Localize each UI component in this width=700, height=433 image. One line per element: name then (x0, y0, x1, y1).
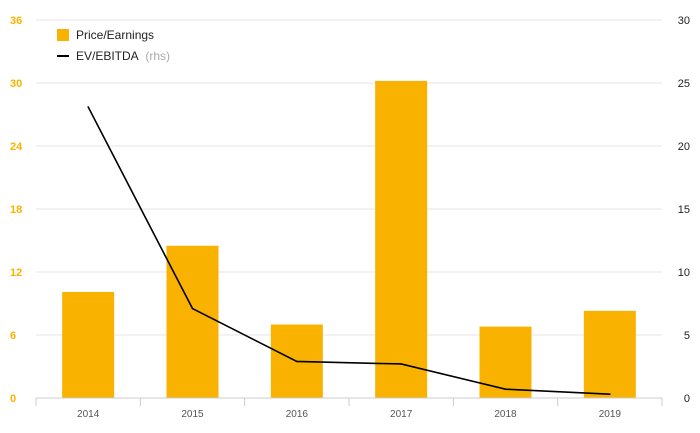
y-right-tick-label: 30 (678, 15, 690, 27)
bar-2018 (479, 326, 532, 398)
x-tick-label: 2018 (494, 409, 517, 420)
bar-2017 (375, 80, 428, 399)
bar-2014 (62, 291, 115, 398)
point-2019 (609, 393, 611, 396)
axes: 0 6 12 18 24 30 36 0 5 10 15 20 25 30 2014 2015 2016 2017… (10, 15, 690, 420)
point-2016 (296, 360, 298, 363)
bar-series-price-earnings (62, 80, 636, 399)
x-tick-label: 2019 (599, 409, 622, 420)
y-right-tick-label: 20 (678, 141, 690, 153)
y-left-tick-label: 18 (10, 204, 22, 216)
point-2014 (87, 106, 89, 108)
line-ev-ebitda (87, 106, 610, 396)
legend-note-rhs: (rhs) (145, 49, 170, 63)
x-tick-label: 2017 (390, 409, 413, 420)
x-tick-label: 2015 (181, 409, 204, 420)
y-left-tick-label: 6 (10, 330, 16, 342)
legend: Price/Earnings EV/EBITDA (rhs) (57, 28, 170, 63)
y-left-tick-label: 24 (10, 141, 23, 153)
x-tick-label: 2016 (286, 409, 309, 420)
y-right-tick-label: 15 (678, 204, 690, 216)
point-2015 (191, 307, 194, 310)
y-right-tick-label: 10 (678, 267, 690, 279)
y-left-tick-label: 0 (10, 393, 16, 405)
point-2017 (400, 363, 402, 365)
bar-2019 (583, 310, 636, 398)
svg-text:EV/EBITDA (rhs): EV/EBITDA (rhs) (76, 49, 170, 63)
y-left-tick-label: 36 (10, 15, 22, 27)
point-2018 (504, 388, 507, 390)
gridlines (36, 19, 662, 336)
y-left-tick-label: 30 (10, 78, 22, 90)
legend-swatch-price-earnings (57, 29, 69, 41)
legend-label-ev-ebitda: EV/EBITDA (76, 49, 139, 63)
y-right-tick-label: 25 (678, 78, 690, 90)
legend-label-price-earnings: Price/Earnings (76, 28, 154, 42)
line-series-ev-ebitda (87, 106, 611, 396)
bar-2015 (166, 245, 219, 398)
y-right-tick-label: 0 (684, 393, 690, 405)
x-tick-label: 2014 (77, 409, 100, 420)
y-left-tick-label: 12 (10, 267, 22, 279)
y-right-tick-label: 5 (684, 330, 690, 342)
